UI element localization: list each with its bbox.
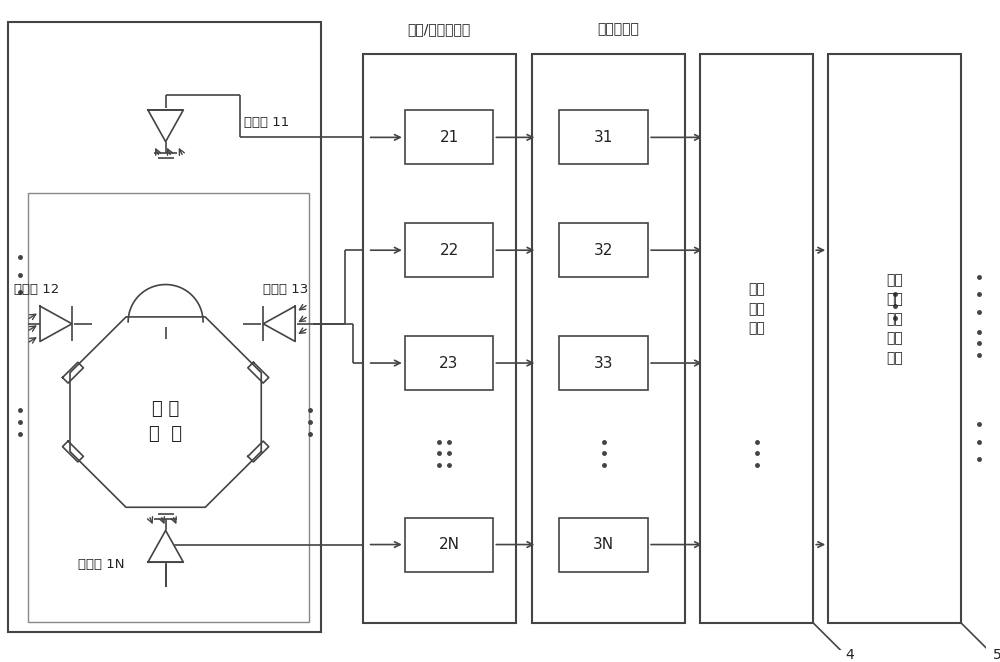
Bar <box>559 518 648 571</box>
Text: 光电管 13: 光电管 13 <box>263 283 309 296</box>
Bar <box>8 22 321 632</box>
Text: 数字
处理
电路: 数字 处理 电路 <box>748 283 765 336</box>
Bar <box>559 111 648 164</box>
Text: 23: 23 <box>439 355 459 371</box>
Text: 5: 5 <box>993 647 1000 661</box>
Bar <box>532 54 685 623</box>
Bar <box>405 336 493 390</box>
Text: 激光
陌螺
电子
控制
系统: 激光 陌螺 电子 控制 系统 <box>886 273 903 365</box>
Text: 4: 4 <box>845 647 854 661</box>
Bar <box>363 54 516 623</box>
Bar <box>828 54 961 623</box>
Bar <box>559 336 648 390</box>
Polygon shape <box>263 306 295 342</box>
Text: 激 光
陌  螺: 激 光 陌 螺 <box>149 401 182 444</box>
Text: 2N: 2N <box>439 537 460 552</box>
Text: 22: 22 <box>439 243 459 258</box>
Bar <box>28 193 309 622</box>
Text: 电压比较器: 电压比较器 <box>598 23 640 36</box>
Text: 32: 32 <box>594 243 614 258</box>
Text: 光电管 12: 光电管 12 <box>14 283 59 296</box>
Polygon shape <box>148 530 183 562</box>
Text: 21: 21 <box>439 130 459 145</box>
Bar <box>405 223 493 277</box>
Text: 33: 33 <box>594 355 614 371</box>
Bar <box>700 54 813 623</box>
Text: 光电管 11: 光电管 11 <box>244 116 290 129</box>
Bar <box>405 518 493 571</box>
Text: 3N: 3N <box>593 537 614 552</box>
Polygon shape <box>148 110 183 142</box>
Text: 光电管 1N: 光电管 1N <box>78 557 125 571</box>
Bar <box>559 223 648 277</box>
Text: 31: 31 <box>594 130 614 145</box>
Bar <box>405 111 493 164</box>
Polygon shape <box>40 306 72 342</box>
Text: 电流/电压转换器: 电流/电压转换器 <box>408 23 471 36</box>
